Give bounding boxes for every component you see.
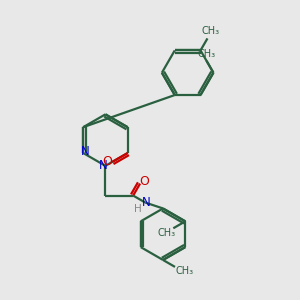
Text: CH₃: CH₃: [176, 266, 194, 276]
Text: H: H: [134, 204, 142, 214]
Text: CH₃: CH₃: [201, 26, 220, 37]
Text: CH₃: CH₃: [157, 228, 176, 238]
Text: O: O: [139, 175, 149, 188]
Text: N: N: [142, 196, 151, 209]
Text: O: O: [102, 155, 112, 168]
Text: N: N: [81, 146, 89, 158]
Text: CH₃: CH₃: [197, 49, 215, 59]
Text: N: N: [99, 159, 108, 172]
